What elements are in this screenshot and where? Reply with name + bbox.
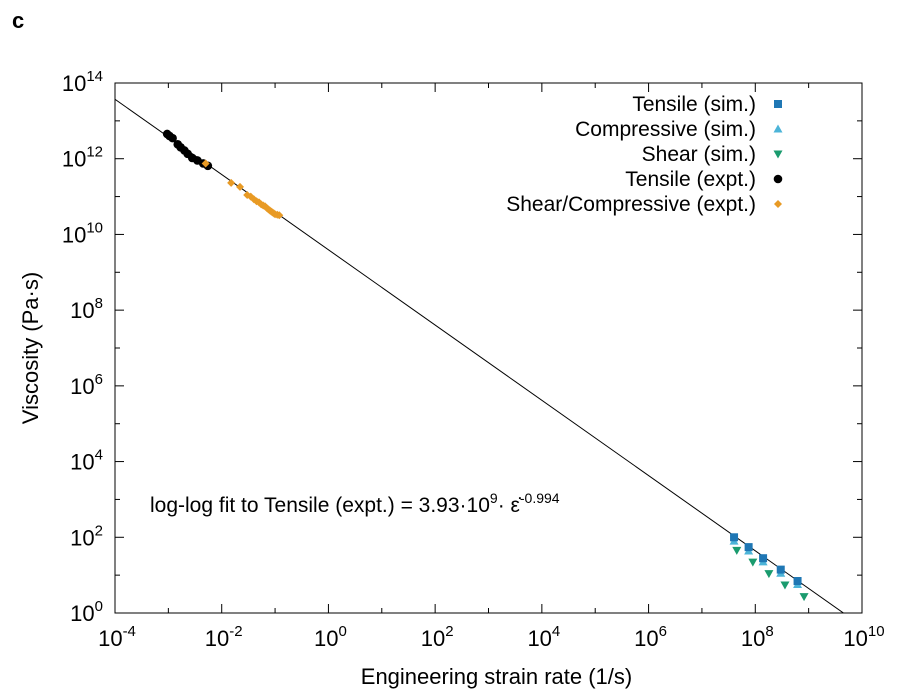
fit-annotation-rate: · ε̇ <box>498 494 521 517</box>
legend-label-tensile-expt: Tensile (expt.) <box>625 168 756 191</box>
fit-annotation: log-log fit to Tensile (expt.) = 3.93·10… <box>150 490 560 517</box>
legend-marker-shear-compressive-expt <box>774 200 782 208</box>
fit-annotation-exponent: 9 <box>490 490 498 506</box>
fit-line <box>115 98 844 613</box>
x-tick-label-base: 10 <box>634 626 658 651</box>
x-tick-label: 100 <box>314 623 347 651</box>
point-shear-compressive-expt <box>235 182 244 191</box>
y-tick-label-exponent: 10 <box>86 219 103 236</box>
point-tensile-sim <box>744 543 753 552</box>
axis-ticks <box>114 82 863 614</box>
legend-label-compressive-sim: Compressive (sim.) <box>575 118 756 141</box>
x-tick-label-base: 10 <box>421 626 445 651</box>
point-tensile-expt <box>168 133 177 143</box>
y-tick-label-exponent: 14 <box>86 68 103 85</box>
y-tick-label-base: 10 <box>70 374 94 399</box>
y-tick-label: 106 <box>70 371 103 399</box>
point-tensile-sim <box>730 533 739 542</box>
y-tick-label-base: 10 <box>70 450 94 475</box>
y-tick-label-exponent: 8 <box>95 295 103 312</box>
y-tick-label: 1012 <box>62 144 103 172</box>
point-shear-sim <box>732 546 742 555</box>
y-tick-label: 104 <box>70 447 103 475</box>
y-tick-label-base: 10 <box>62 71 86 96</box>
point-shear-compressive-expt <box>249 195 258 204</box>
data-marks <box>162 129 809 602</box>
y-tick-label-exponent: 4 <box>95 447 103 464</box>
x-tick-label-exponent: 10 <box>868 623 885 640</box>
y-tick-label: 108 <box>70 295 103 323</box>
y-tick-label: 102 <box>70 522 103 550</box>
axis-tick-labels: 10-4 10-2 100 102 104 106 108 10101001021041061… <box>62 68 885 651</box>
legend-label-shear-compressive-expt: Shear/Compressive (expt.) <box>506 193 756 216</box>
x-tick-label: 108 <box>741 623 774 651</box>
x-tick-label-exponent: 0 <box>338 623 346 640</box>
legend-label-tensile-sim: Tensile (sim.) <box>632 93 756 116</box>
x-tick-label-base: 10 <box>741 626 765 651</box>
x-axis-label: Engineering strain rate (1/s) <box>361 664 632 689</box>
point-shear-sim <box>780 581 790 590</box>
fit-annotation-rate-exponent: -0.994 <box>520 490 560 506</box>
point-shear-compressive-expt <box>227 178 236 187</box>
point-tensile-sim <box>793 577 802 586</box>
legend-marker-compressive-sim <box>773 124 783 133</box>
y-tick-label-base: 10 <box>70 525 94 550</box>
legend-marker-tensile-expt <box>773 174 783 184</box>
x-tick-label: 1010 <box>843 623 884 651</box>
x-tick-label: 102 <box>421 623 454 651</box>
y-tick-label-base: 10 <box>62 222 86 247</box>
x-tick-label-exponent: 8 <box>765 623 773 640</box>
plot-area <box>115 98 844 613</box>
y-tick-label-base: 10 <box>62 147 86 172</box>
y-tick-label-exponent: 2 <box>95 522 103 539</box>
point-tensile-sim <box>776 565 785 574</box>
point-shear-compressive-expt <box>201 159 210 168</box>
panel-label: c <box>12 8 25 33</box>
legend-label-shear-sim: Shear (sim.) <box>642 143 756 166</box>
y-tick-label: 1010 <box>62 219 103 247</box>
y-tick-label-base: 10 <box>70 601 94 626</box>
y-tick-label: 1014 <box>62 68 103 96</box>
point-shear-sim <box>764 570 774 579</box>
x-tick-label-exponent: -2 <box>229 623 242 640</box>
x-tick-label-base: 10 <box>843 626 867 651</box>
x-tick-label: 106 <box>634 623 667 651</box>
x-tick-label-exponent: 4 <box>552 623 560 640</box>
y-tick-label-exponent: 6 <box>95 371 103 388</box>
x-tick-label-exponent: 2 <box>445 623 453 640</box>
x-tick-label-base: 10 <box>205 626 229 651</box>
x-tick-label-exponent: 6 <box>659 623 667 640</box>
y-tick-label-exponent: 12 <box>86 144 103 161</box>
x-tick-label-base: 10 <box>98 626 122 651</box>
y-tick-label-exponent: 0 <box>95 598 103 615</box>
x-tick-label-exponent: -4 <box>123 623 136 640</box>
legend-marker-tensile-sim <box>774 100 782 108</box>
point-shear-sim <box>799 593 809 602</box>
y-tick-label: 100 <box>70 598 103 626</box>
x-tick-label-base: 10 <box>527 626 551 651</box>
x-tick-label: 10-2 <box>205 623 243 651</box>
y-tick-label-base: 10 <box>70 298 94 323</box>
point-shear-sim <box>748 558 758 567</box>
y-axis-label: Viscosity (Pa·s) <box>18 272 43 424</box>
point-tensile-sim <box>759 554 768 563</box>
legend: Tensile (sim.)Compressive (sim.)Shear (s… <box>506 93 783 216</box>
legend-marker-shear-sim <box>773 150 783 159</box>
x-tick-label-base: 10 <box>314 626 338 651</box>
x-tick-label: 10-4 <box>98 623 136 651</box>
point-shear-compressive-expt <box>275 211 284 220</box>
x-tick-label: 104 <box>527 623 560 651</box>
fit-annotation-prefix: log-log fit to Tensile (expt.) = 3.93·10 <box>150 494 490 517</box>
